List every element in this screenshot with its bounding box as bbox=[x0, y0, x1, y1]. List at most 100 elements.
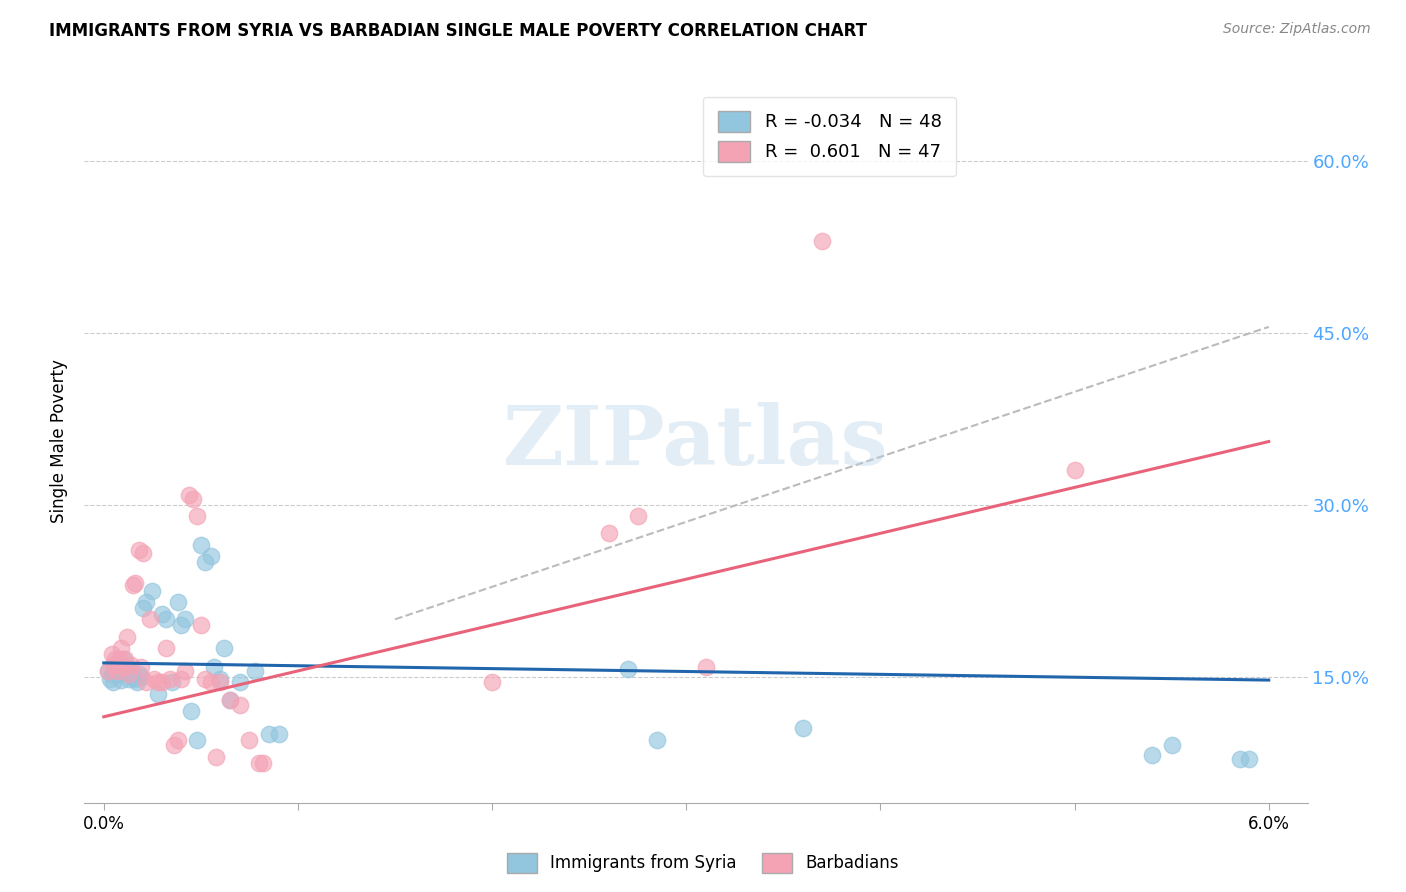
Point bbox=[110, 640, 132, 655]
Point bbox=[1160, 739, 1182, 753]
Point bbox=[103, 675, 125, 690]
Point bbox=[247, 756, 270, 770]
Point bbox=[209, 672, 232, 686]
Point bbox=[104, 652, 127, 666]
Point bbox=[129, 670, 152, 684]
Point bbox=[118, 667, 141, 681]
Point bbox=[252, 756, 274, 770]
Point bbox=[122, 578, 145, 592]
Point bbox=[108, 667, 131, 681]
Point bbox=[190, 618, 212, 632]
Point bbox=[238, 732, 260, 747]
Point bbox=[209, 675, 232, 690]
Point bbox=[97, 664, 120, 678]
Point bbox=[190, 538, 212, 552]
Point bbox=[166, 595, 188, 609]
Point bbox=[186, 732, 208, 747]
Point bbox=[200, 549, 222, 564]
Point bbox=[160, 675, 183, 690]
Point bbox=[166, 732, 188, 747]
Point bbox=[114, 652, 136, 666]
Point bbox=[228, 698, 250, 713]
Point bbox=[811, 234, 834, 248]
Point bbox=[103, 658, 125, 673]
Text: IMMIGRANTS FROM SYRIA VS BARBADIAN SINGLE MALE POVERTY CORRELATION CHART: IMMIGRANTS FROM SYRIA VS BARBADIAN SINGL… bbox=[49, 22, 868, 40]
Legend: Immigrants from Syria, Barbadians: Immigrants from Syria, Barbadians bbox=[501, 847, 905, 880]
Point bbox=[205, 750, 228, 764]
Point bbox=[141, 583, 163, 598]
Point bbox=[219, 692, 242, 706]
Point bbox=[645, 732, 668, 747]
Point bbox=[98, 672, 121, 686]
Point bbox=[120, 658, 142, 673]
Point bbox=[186, 509, 208, 524]
Point bbox=[200, 675, 222, 690]
Point bbox=[627, 509, 650, 524]
Point bbox=[115, 660, 138, 674]
Point bbox=[120, 664, 142, 678]
Point bbox=[115, 630, 138, 644]
Point bbox=[124, 672, 146, 686]
Text: Source: ZipAtlas.com: Source: ZipAtlas.com bbox=[1223, 22, 1371, 37]
Point bbox=[131, 546, 153, 560]
Point bbox=[170, 672, 193, 686]
Point bbox=[174, 612, 197, 626]
Point bbox=[146, 687, 169, 701]
Point bbox=[695, 660, 717, 674]
Point bbox=[792, 721, 814, 735]
Point bbox=[212, 640, 235, 655]
Point bbox=[100, 667, 122, 681]
Point bbox=[180, 704, 202, 718]
Point bbox=[146, 675, 169, 690]
Point bbox=[228, 675, 250, 690]
Point bbox=[118, 672, 141, 686]
Point bbox=[135, 595, 157, 609]
Point bbox=[617, 662, 640, 676]
Point bbox=[112, 660, 135, 674]
Point bbox=[128, 667, 150, 681]
Point bbox=[105, 664, 128, 678]
Text: ZIPatlas: ZIPatlas bbox=[503, 401, 889, 482]
Point bbox=[181, 491, 204, 506]
Point bbox=[1142, 747, 1164, 762]
Point bbox=[124, 575, 146, 590]
Point bbox=[100, 647, 122, 661]
Point bbox=[122, 670, 145, 684]
Point bbox=[105, 664, 128, 678]
Point bbox=[179, 488, 201, 502]
Point bbox=[204, 660, 226, 674]
Point bbox=[155, 612, 177, 626]
Point bbox=[114, 664, 136, 678]
Point bbox=[194, 672, 217, 686]
Point bbox=[219, 692, 242, 706]
Point bbox=[135, 675, 157, 690]
Point bbox=[128, 543, 150, 558]
Point bbox=[245, 664, 267, 678]
Point bbox=[163, 739, 186, 753]
Point bbox=[125, 675, 148, 690]
Point bbox=[110, 673, 132, 687]
Legend: R = -0.034   N = 48, R =  0.601   N = 47: R = -0.034 N = 48, R = 0.601 N = 47 bbox=[703, 96, 956, 176]
Point bbox=[174, 664, 197, 678]
Y-axis label: Single Male Poverty: Single Male Poverty bbox=[51, 359, 69, 524]
Point bbox=[170, 618, 193, 632]
Point bbox=[129, 660, 152, 674]
Point bbox=[159, 672, 181, 686]
Point bbox=[155, 640, 177, 655]
Point bbox=[1239, 752, 1261, 766]
Point bbox=[112, 652, 135, 666]
Point bbox=[150, 607, 173, 621]
Point bbox=[257, 727, 280, 741]
Point bbox=[150, 675, 173, 690]
Point bbox=[97, 664, 120, 678]
Point bbox=[598, 526, 620, 541]
Point bbox=[267, 727, 290, 741]
Point bbox=[481, 675, 503, 690]
Point bbox=[194, 555, 217, 569]
Point bbox=[143, 672, 166, 686]
Point bbox=[1063, 463, 1085, 477]
Point bbox=[104, 658, 127, 673]
Point bbox=[131, 600, 153, 615]
Point bbox=[1229, 752, 1251, 766]
Point bbox=[108, 652, 131, 666]
